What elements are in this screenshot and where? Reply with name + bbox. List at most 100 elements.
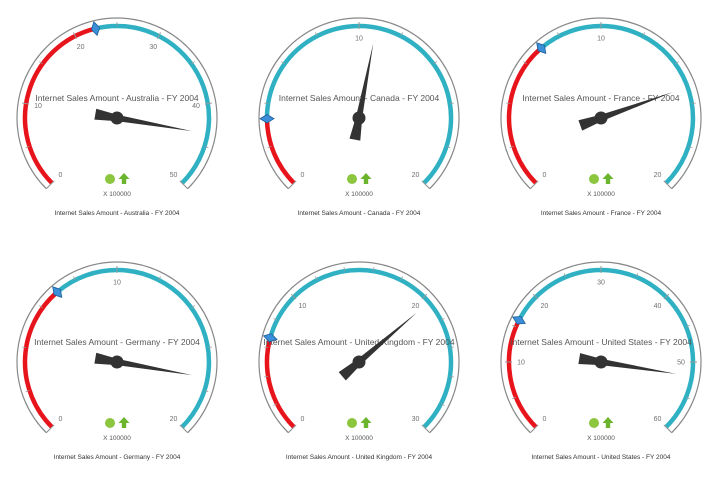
tick-label: 30 — [149, 44, 157, 51]
arrow-up-icon — [602, 173, 614, 184]
major-tick — [421, 424, 428, 431]
gauge: 0 10 20 Internet Sales Amount - France - FY… — [500, 17, 702, 217]
minor-tick — [207, 346, 212, 349]
tick-label: 10 — [34, 103, 42, 110]
minor-tick — [343, 267, 346, 272]
minor-tick — [642, 32, 645, 37]
gauge-frame — [500, 261, 702, 434]
target-marker — [259, 114, 275, 124]
gauge-caption: Internet Sales Amount - United States - … — [532, 454, 671, 461]
major-tick — [663, 293, 670, 300]
minor-tick — [688, 146, 693, 149]
arrow-up-icon — [360, 417, 372, 428]
status-dot-icon — [347, 174, 357, 184]
gauge: 0 10 20 Internet Sales Amount - Germany - F… — [16, 261, 218, 461]
tick-label: 10 — [597, 36, 605, 43]
minor-tick — [449, 102, 454, 105]
target-marker — [52, 286, 63, 298]
gauge-title: Internet Sales Amount - Germany - FY 200… — [34, 337, 200, 347]
major-tick — [290, 424, 297, 431]
gauge: 0 10 20 30 40 50 Internet Sales Amount - Austr… — [16, 17, 218, 217]
minor-tick — [400, 276, 403, 281]
tick-label: 10 — [299, 303, 307, 310]
target-marker — [262, 333, 278, 343]
needle-hub — [352, 111, 366, 125]
minor-tick — [264, 102, 269, 105]
arrow-up-icon — [360, 173, 372, 184]
minor-tick — [691, 102, 696, 105]
major-tick — [204, 102, 212, 105]
arrow-up-icon — [118, 173, 130, 184]
minor-tick — [685, 324, 690, 328]
major-tick — [48, 424, 55, 431]
major-tick — [421, 293, 428, 300]
minor-tick — [557, 32, 560, 37]
tick-label: 10 — [355, 36, 363, 43]
minor-tick — [191, 61, 195, 65]
status-dot-icon — [589, 418, 599, 428]
tick-label: 0 — [300, 416, 304, 423]
needle-hub — [594, 355, 608, 369]
needle-hub — [110, 111, 124, 125]
minor-tick — [22, 346, 27, 349]
below-target-band — [264, 337, 296, 429]
tick-label: 30 — [597, 280, 605, 287]
tick-label: 20 — [412, 303, 420, 310]
scale-multiplier: X 100000 — [587, 191, 615, 198]
gauge-frame — [500, 17, 702, 190]
major-tick — [663, 180, 670, 187]
gauge-title: Internet Sales Amount - France - FY 2004 — [522, 93, 679, 103]
minor-tick — [25, 390, 30, 393]
arrow-up-icon — [602, 417, 614, 428]
minor-tick — [273, 318, 278, 321]
minor-tick — [433, 61, 437, 65]
tick-label: 30 — [412, 416, 420, 423]
above-target-band — [264, 23, 454, 185]
scale-multiplier: X 100000 — [587, 435, 615, 442]
minor-tick — [204, 146, 209, 149]
minor-tick — [39, 61, 43, 65]
minor-tick — [400, 32, 403, 37]
minor-tick — [264, 346, 269, 349]
minor-tick — [446, 146, 451, 149]
tick-label: 0 — [58, 416, 62, 423]
minor-tick — [158, 276, 161, 281]
gauge: 0 10 20 30 40 50 60 Internet Sales Amount - Uni… — [500, 261, 702, 461]
gauge-frame — [258, 17, 460, 190]
tick-label: 0 — [300, 172, 304, 179]
minor-tick — [449, 375, 454, 378]
gauge-caption: Internet Sales Amount - France - FY 2004 — [541, 210, 662, 217]
major-tick — [532, 424, 539, 431]
major-tick — [48, 180, 55, 187]
below-target-band — [506, 46, 543, 185]
needle-hub — [594, 111, 608, 125]
minor-tick — [273, 403, 278, 406]
above-target-band — [268, 267, 454, 429]
tick-label: 40 — [192, 103, 200, 110]
below-target-band — [22, 290, 59, 429]
minor-tick — [685, 396, 690, 400]
tick-label: 50 — [170, 172, 178, 179]
above-target-band — [539, 23, 696, 185]
tick-label: 50 — [677, 360, 685, 367]
minor-tick — [281, 61, 285, 65]
gauge-caption: Internet Sales Amount - Germany - FY 200… — [54, 454, 181, 461]
gauge: 0 10 20 Internet Sales Amount - Canada - FY… — [258, 17, 460, 217]
minor-tick — [449, 346, 454, 349]
scale-multiplier: X 100000 — [103, 191, 131, 198]
gauge-title: Internet Sales Amount - United Kingdom -… — [263, 337, 454, 347]
tick-label: 20 — [654, 172, 662, 179]
gauge-title: Internet Sales Amount - Canada - FY 2004 — [279, 93, 440, 103]
arrow-up-icon — [118, 417, 130, 428]
minor-tick — [264, 375, 269, 378]
status-dot-icon — [347, 418, 357, 428]
major-tick — [532, 293, 539, 300]
gauge-caption: Internet Sales Amount - United Kingdom -… — [286, 454, 433, 461]
needle-hub — [352, 355, 366, 369]
major-tick — [179, 424, 186, 431]
gauge: 0 10 20 30 Internet Sales Amount - United Ki… — [258, 261, 460, 461]
gauge-frame — [16, 17, 218, 190]
tick-label: 0 — [542, 416, 546, 423]
tick-label: 10 — [517, 360, 525, 367]
tick-label: 20 — [170, 416, 178, 423]
